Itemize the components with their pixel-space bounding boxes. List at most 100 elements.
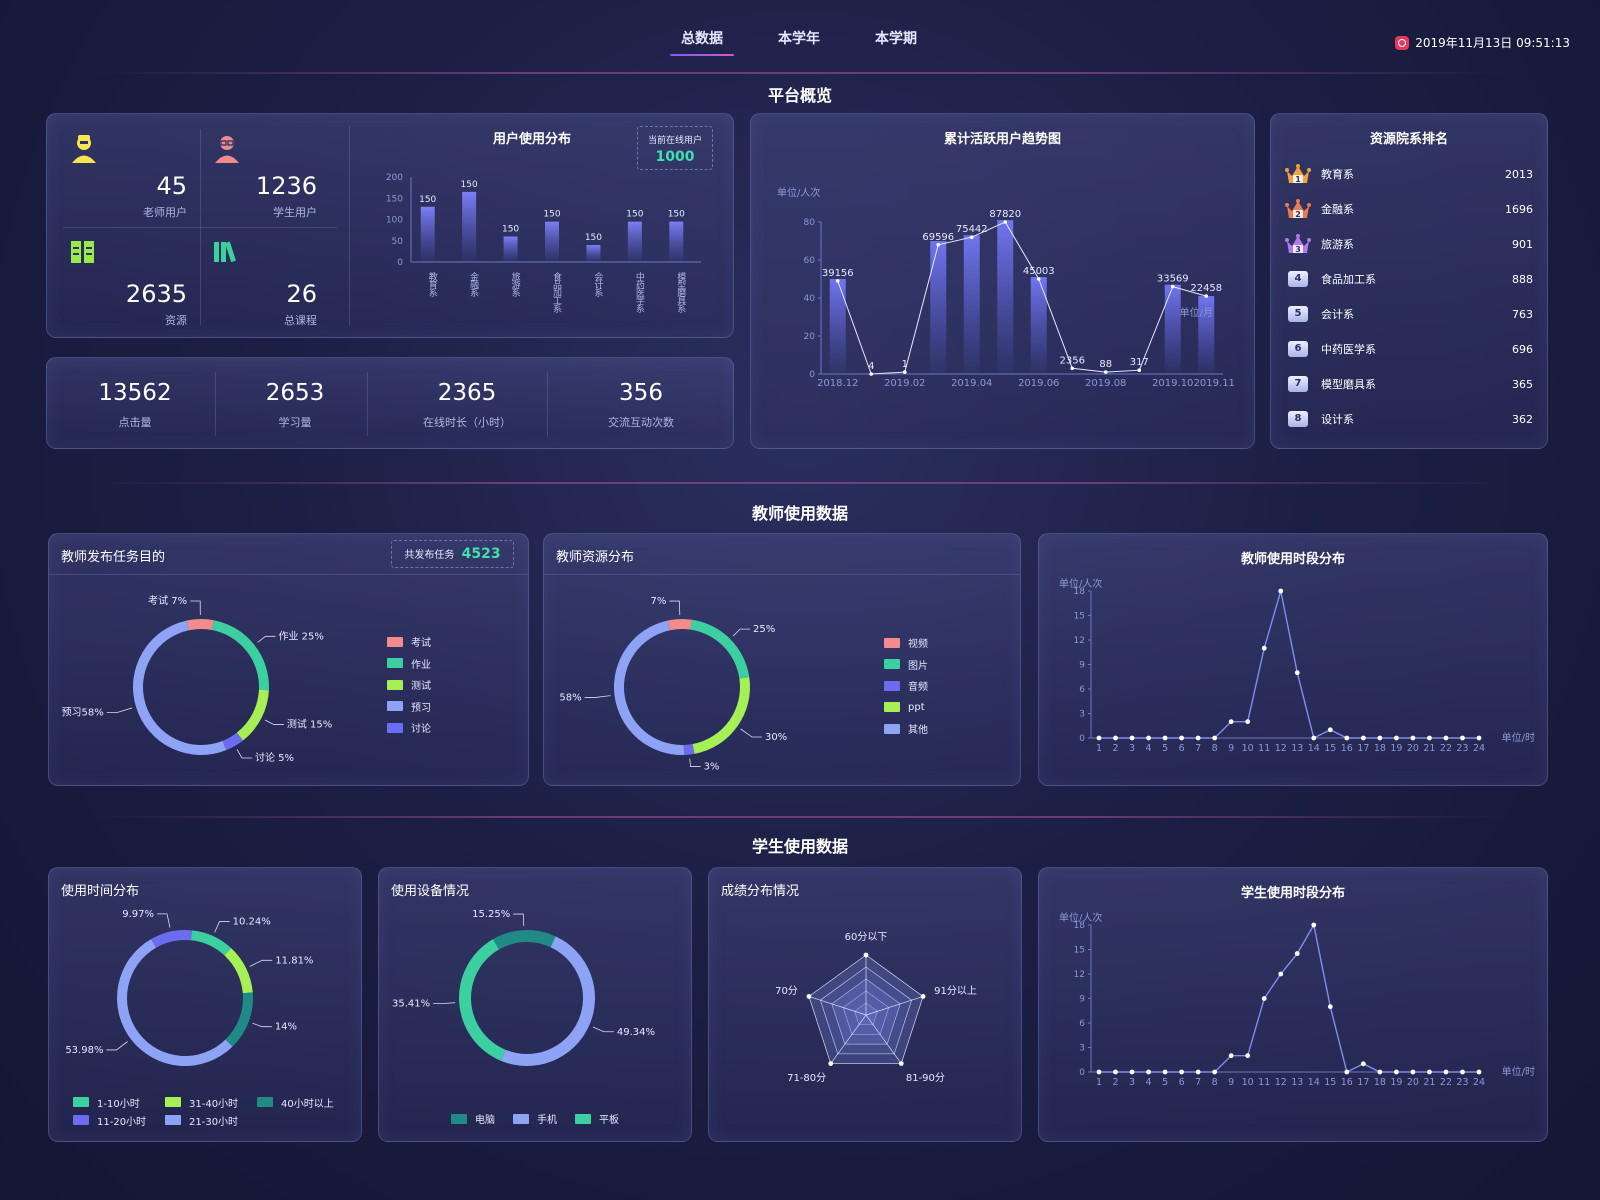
total-tasks-label: 共发布任务 xyxy=(404,550,455,561)
data-label: 69596 xyxy=(922,232,954,243)
kpi-online-time: 2365 在线时长（小时） xyxy=(387,380,547,430)
label-line xyxy=(669,600,681,616)
x-tick-label: 11 xyxy=(1258,743,1270,754)
y-tick-label: 9 xyxy=(1079,995,1085,1005)
series-point xyxy=(1096,1069,1102,1075)
series-point xyxy=(1427,1069,1432,1075)
series-point xyxy=(1294,670,1300,676)
ranking-dept-name: 模型磨具系 xyxy=(1321,378,1376,391)
legend-label: 讨论 xyxy=(411,724,431,736)
series-point xyxy=(1261,645,1267,651)
y-tick-label: 0 xyxy=(1079,1068,1085,1078)
x-tick-label: 6 xyxy=(1179,1077,1185,1088)
legend-item: 40小时以上 xyxy=(257,1093,357,1111)
x-tick-label: 8 xyxy=(1212,1077,1218,1088)
x-tick-label: 6 xyxy=(1179,743,1185,754)
bar xyxy=(1198,296,1215,374)
x-tick-label: 5 xyxy=(1162,743,1168,754)
data-label: 87820 xyxy=(989,209,1021,220)
label-line xyxy=(157,913,171,928)
bar-value-label: 150 xyxy=(543,210,560,220)
tab-semester[interactable]: 本学期 xyxy=(875,31,917,47)
kpi-clicks: 13562 点击量 xyxy=(55,380,215,430)
series-point xyxy=(1278,588,1284,594)
legend-label: ppt xyxy=(908,701,925,713)
x-tick-label: 17 xyxy=(1357,1077,1369,1088)
rank-badge: 4 xyxy=(1288,271,1308,287)
series-point xyxy=(1278,971,1284,977)
tab-total[interactable]: 总数据 xyxy=(662,28,742,56)
ranking-row: 8 设计系 362 xyxy=(1285,407,1533,431)
label-line xyxy=(732,628,751,637)
ranking-dept-name: 金融系 xyxy=(1321,203,1354,216)
ranking-row: 4 食品加工系 888 xyxy=(1285,267,1533,291)
x-tick-label: 10 xyxy=(1242,1077,1254,1088)
trend-point xyxy=(869,372,874,376)
y-tick-label: 18 xyxy=(1074,921,1086,931)
donut-slice xyxy=(683,744,695,755)
crown-dot xyxy=(1285,203,1289,207)
course-books-icon xyxy=(214,241,236,263)
online-users-label: 当前在线用户 xyxy=(647,136,702,146)
x-tick-label: 21 xyxy=(1423,1077,1435,1088)
scores-panel: 成绩分布情况 60分以下 91分以上 81-90分 71-80分 70分 xyxy=(708,867,1022,1142)
legend-label: 40小时以上 xyxy=(281,1098,334,1110)
rank-badge: 7 xyxy=(1288,376,1308,392)
slice-label: 测试 15% xyxy=(287,718,332,731)
teacher-users-label: 老师用户 xyxy=(143,206,187,219)
kpi-panel: 13562 点击量 2653 学习量 2365 在线时长（小时） 356 交流互… xyxy=(46,357,734,449)
label-line xyxy=(264,719,284,725)
series-point xyxy=(1162,735,1168,741)
data-label: 1 xyxy=(902,359,908,370)
teacher-users-count: 45 xyxy=(156,172,187,200)
donut-slice xyxy=(690,619,750,679)
legend-label: 预习 xyxy=(411,702,431,714)
radar-indicator-label: 60分以下 xyxy=(845,931,888,943)
x-tick-label: 旅游系 xyxy=(510,271,521,297)
legend-item: 1-10小时 xyxy=(73,1093,165,1111)
legend-label: 测试 xyxy=(411,681,431,693)
y-tick-label: 15 xyxy=(1074,612,1085,622)
series-line xyxy=(1099,590,1479,740)
device-title: 使用设备情况 xyxy=(391,884,470,899)
legend-label: 手机 xyxy=(537,1115,557,1127)
radar-point xyxy=(898,1061,904,1066)
x-tick-label: 2019.08 xyxy=(1085,378,1126,389)
teacher-hours-panel: 教师使用时段分布 单位/人次 0 3 6 9 12 15 18 1 2 3 4 5 6 7 8 9 10 11 12 1… xyxy=(1038,533,1548,786)
scores-title: 成绩分布情况 xyxy=(721,884,800,899)
legend-label: 电脑 xyxy=(475,1115,495,1127)
ranking-row: 2 金融系 1696 xyxy=(1285,197,1533,221)
datetime-display: 2019年11月13日 09:51:13 xyxy=(1395,34,1570,51)
resources-count: 2635 xyxy=(125,280,187,308)
series-point xyxy=(1460,1069,1465,1075)
series-point xyxy=(1129,1069,1135,1075)
slice-label: 11.81% xyxy=(275,955,313,966)
tab-school-year[interactable]: 本学年 xyxy=(778,31,820,47)
series-point xyxy=(1377,735,1383,741)
radar-axis xyxy=(808,996,867,1016)
ranking-dept-name: 设计系 xyxy=(1321,413,1354,426)
x-tick-label: 2019.04 xyxy=(951,378,992,389)
label-line xyxy=(252,1022,272,1028)
series-point xyxy=(1443,1069,1449,1075)
radar-indicator-label: 91分以上 xyxy=(934,985,977,997)
crown-dot xyxy=(1296,234,1300,238)
x-axis-unit: 单位/时 xyxy=(1502,1065,1535,1078)
series-point xyxy=(1360,735,1366,741)
x-tick-label: 8 xyxy=(1212,743,1218,754)
ranking-dept-name: 食品加工系 xyxy=(1321,273,1376,286)
legend-label: 平板 xyxy=(599,1115,619,1127)
bar-value-label: 150 xyxy=(626,210,643,220)
x-tick-label: 9 xyxy=(1228,1077,1234,1088)
rank-number: 3 xyxy=(1295,245,1301,254)
legend-label: 作业 xyxy=(411,659,431,671)
datetime-text: 2019年11月13日 09:51:13 xyxy=(1415,36,1570,50)
trend-point xyxy=(1036,277,1041,281)
x-tick-label: 教育系 xyxy=(427,271,438,297)
x-tick-label: 9 xyxy=(1228,743,1234,754)
y-tick-label: 9 xyxy=(1079,661,1085,671)
y-tick-label: 0 xyxy=(1079,734,1085,744)
y-tick-label: 50 xyxy=(392,237,404,247)
donut-slice xyxy=(190,930,232,956)
